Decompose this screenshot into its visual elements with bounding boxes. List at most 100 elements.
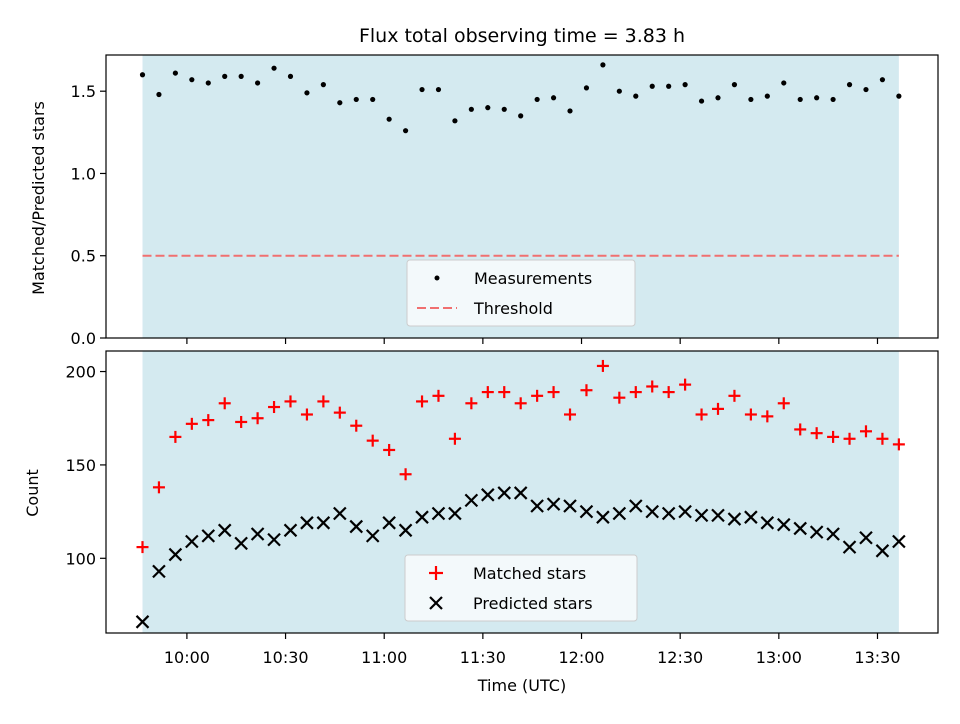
matched-star-point	[202, 414, 215, 427]
measurement-point	[583, 85, 590, 91]
measurement-point	[370, 96, 376, 103]
bottom-axes-frame	[105, 350, 939, 634]
matched-star-point	[399, 468, 412, 481]
predicted-star-point	[250, 527, 265, 541]
predicted-star-point	[530, 499, 544, 513]
predicted-star-point	[629, 499, 643, 513]
measurement-point	[682, 82, 688, 88]
predicted-star-point	[892, 534, 906, 549]
predicted-star-point	[431, 506, 446, 521]
predicted-star-point	[563, 499, 577, 513]
matched-star-point	[613, 391, 626, 404]
matched-star-point	[744, 408, 757, 421]
measurement-point	[814, 95, 820, 101]
measurement-point	[649, 83, 655, 89]
bottom-y-axis-label: Count	[23, 469, 42, 517]
predicted-star-point	[448, 506, 462, 521]
matched-star-point	[827, 430, 840, 443]
measurement-point	[337, 100, 343, 106]
measurement-point	[320, 82, 326, 88]
measurement-point	[435, 86, 442, 93]
legend-matched-marker	[429, 566, 443, 580]
matched-star-point	[843, 432, 856, 445]
matched-star-point	[629, 386, 642, 399]
matched-star-point	[251, 412, 264, 425]
measurement-point	[172, 70, 178, 76]
predicted-star-point	[234, 536, 248, 551]
predicted-star-point	[809, 525, 824, 539]
measurement-point	[863, 86, 869, 93]
measurement-point	[287, 73, 294, 79]
bottom-y-tick-label: 150	[65, 456, 96, 475]
measurement-point	[666, 83, 672, 89]
matched-star-point	[218, 397, 231, 410]
matched-star-point	[711, 402, 724, 415]
matched-star-point	[728, 389, 741, 402]
predicted-star-point	[316, 516, 331, 530]
matched-star-point	[876, 432, 889, 445]
top-y-tick-label: 0.0	[71, 329, 96, 348]
predicted-star-point	[152, 564, 166, 579]
measurement-point	[205, 80, 211, 86]
legend-threshold-label: Threshold	[473, 299, 553, 318]
measurement-point	[633, 93, 639, 99]
legend-predicted-label: Predicted stars	[473, 594, 593, 613]
measurement-point	[518, 113, 524, 119]
matched-star-point	[547, 386, 560, 399]
predicted-star-point	[842, 540, 857, 554]
matched-star-point	[169, 430, 182, 443]
matched-star-point	[564, 408, 577, 421]
bottom-points	[135, 359, 906, 629]
measurement-point	[189, 77, 195, 83]
matched-star-point	[596, 359, 609, 372]
measurement-point	[534, 96, 540, 103]
predicted-star-point	[349, 519, 364, 534]
predicted-star-point	[135, 615, 150, 629]
measurement-point	[271, 65, 277, 71]
matched-star-point	[185, 417, 198, 430]
matched-star-point	[333, 406, 346, 419]
matched-star-point	[465, 397, 478, 410]
legend-matched-label: Matched stars	[473, 564, 586, 583]
matched-star-point	[366, 434, 379, 447]
x-tick-label: 10:00	[164, 648, 210, 667]
chart-title: Flux total observing time = 3.83 h	[359, 25, 685, 47]
predicted-star-point	[546, 497, 561, 511]
matched-star-point	[777, 397, 790, 410]
predicted-star-point	[365, 529, 380, 543]
predicted-star-point	[333, 506, 347, 521]
predicted-star-point	[711, 508, 725, 523]
bottom-y-tick-label: 200	[65, 363, 96, 382]
matched-star-point	[810, 427, 823, 440]
top-y-axis-label: Matched/Predicted stars	[29, 101, 48, 295]
bottom-x-ticks: 10:00 10:30 11:00 11:30 12:00 12:30 13:00 13:30	[164, 633, 901, 667]
top-axes-frame	[105, 54, 939, 339]
measurement-point	[896, 93, 902, 99]
measurement-point	[452, 118, 458, 124]
matched-star-point	[531, 389, 544, 402]
matched-star-point	[498, 386, 511, 399]
predicted-star-point	[776, 517, 791, 532]
predicted-star-point	[612, 506, 627, 521]
matched-star-point	[481, 386, 494, 399]
measurement-point	[353, 96, 359, 103]
measurement-point	[846, 82, 853, 88]
measurement-point	[567, 108, 573, 114]
x-tick-label: 13:00	[756, 648, 802, 667]
matched-star-point	[268, 401, 281, 414]
predicted-star-point	[760, 516, 775, 530]
predicted-star-point	[826, 527, 840, 541]
matched-star-point	[662, 386, 675, 399]
predicted-star-point	[382, 516, 396, 530]
measurement-point	[304, 90, 310, 96]
predicted-star-point	[744, 510, 758, 524]
x-tick-label: 13:30	[854, 648, 900, 667]
matched-star-point	[679, 378, 692, 391]
legend-measurements-label: Measurements	[474, 269, 592, 288]
matched-star-point	[892, 438, 905, 451]
x-tick-label: 11:00	[361, 648, 407, 667]
measurement-point	[238, 73, 244, 79]
matched-star-point	[235, 415, 248, 428]
top-panel: 0.0 0.5 1.0 1.5 Matched/Predicted stars Mea…	[29, 54, 939, 348]
